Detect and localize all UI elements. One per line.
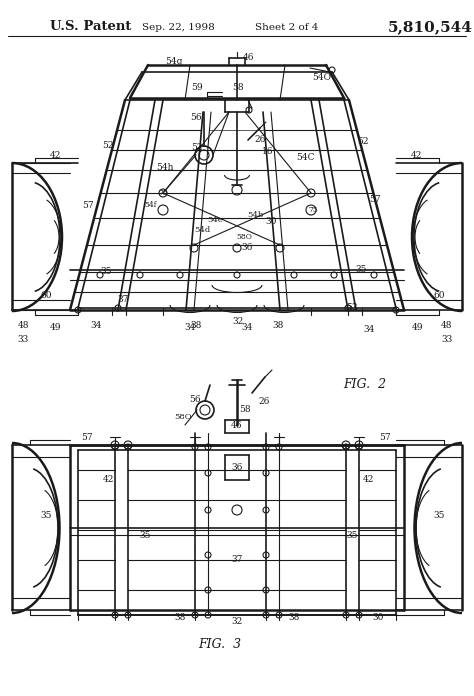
- Text: 37: 37: [117, 296, 128, 305]
- Text: 35: 35: [139, 530, 151, 539]
- Text: 52: 52: [102, 141, 114, 150]
- Text: 35: 35: [433, 510, 445, 519]
- Text: 33: 33: [18, 335, 28, 345]
- Text: 54g: 54g: [165, 58, 182, 67]
- Text: 46: 46: [243, 52, 255, 61]
- Text: 30: 30: [265, 217, 277, 226]
- Text: 46: 46: [231, 422, 243, 431]
- Text: 75: 75: [158, 189, 168, 197]
- Text: 30: 30: [372, 613, 383, 622]
- Text: 56: 56: [189, 395, 201, 404]
- Text: FIG.  3: FIG. 3: [199, 638, 242, 651]
- Text: 53: 53: [346, 303, 358, 313]
- Text: 54d: 54d: [194, 226, 210, 234]
- Text: 54h: 54h: [156, 164, 174, 173]
- Text: Sheet 2 of 4: Sheet 2 of 4: [255, 22, 319, 31]
- Text: 42: 42: [102, 475, 114, 484]
- Text: 32: 32: [231, 617, 243, 626]
- Text: 36: 36: [231, 463, 243, 471]
- Text: 34: 34: [363, 326, 374, 335]
- Text: 35: 35: [40, 510, 52, 519]
- Text: FIG.  2: FIG. 2: [344, 379, 387, 391]
- Text: 34: 34: [241, 322, 253, 331]
- Text: 54C: 54C: [296, 154, 314, 162]
- Text: 38: 38: [174, 613, 186, 622]
- Text: 48: 48: [18, 320, 30, 329]
- Text: 26: 26: [258, 397, 270, 406]
- Text: 38: 38: [191, 320, 202, 329]
- Text: 57: 57: [369, 196, 381, 205]
- Text: 54O: 54O: [312, 72, 331, 81]
- Text: 52: 52: [191, 143, 203, 152]
- Text: Sep. 22, 1998: Sep. 22, 1998: [142, 22, 214, 31]
- Text: 54e: 54e: [207, 216, 223, 224]
- Text: 16: 16: [262, 148, 274, 157]
- Text: 33: 33: [441, 335, 453, 345]
- Text: 58: 58: [239, 406, 251, 415]
- Text: 42: 42: [410, 150, 422, 159]
- Text: 49: 49: [412, 322, 424, 331]
- Text: 49: 49: [50, 322, 62, 331]
- Text: 26: 26: [255, 136, 266, 145]
- Text: 60: 60: [433, 290, 445, 299]
- Text: 59: 59: [191, 83, 203, 91]
- Text: 38: 38: [272, 320, 283, 329]
- Text: 35: 35: [100, 267, 112, 276]
- Text: 58O: 58O: [236, 233, 252, 241]
- Text: 56: 56: [190, 113, 202, 122]
- Text: 37: 37: [231, 555, 243, 564]
- Text: 42: 42: [49, 150, 61, 159]
- Text: 34: 34: [184, 324, 196, 333]
- Text: 35: 35: [355, 265, 367, 274]
- Text: 54f: 54f: [145, 201, 157, 209]
- Text: 34: 34: [91, 320, 102, 329]
- Text: 5,810,544: 5,810,544: [388, 20, 473, 34]
- Text: 38: 38: [288, 613, 300, 622]
- Text: 75: 75: [308, 206, 318, 214]
- Text: 57: 57: [379, 432, 391, 441]
- Text: 57: 57: [81, 432, 93, 441]
- Text: 57: 57: [82, 200, 94, 209]
- Text: 60: 60: [40, 290, 52, 299]
- Text: 35: 35: [346, 530, 358, 539]
- Text: 58O: 58O: [174, 413, 192, 421]
- Text: 58: 58: [232, 84, 244, 93]
- Text: 32: 32: [232, 317, 244, 326]
- Text: 52: 52: [357, 138, 369, 146]
- Text: 42: 42: [362, 475, 374, 484]
- Text: 48: 48: [441, 320, 453, 329]
- Text: U.S. Patent: U.S. Patent: [50, 20, 131, 33]
- Text: 36: 36: [241, 244, 253, 253]
- Text: 54b: 54b: [247, 211, 263, 219]
